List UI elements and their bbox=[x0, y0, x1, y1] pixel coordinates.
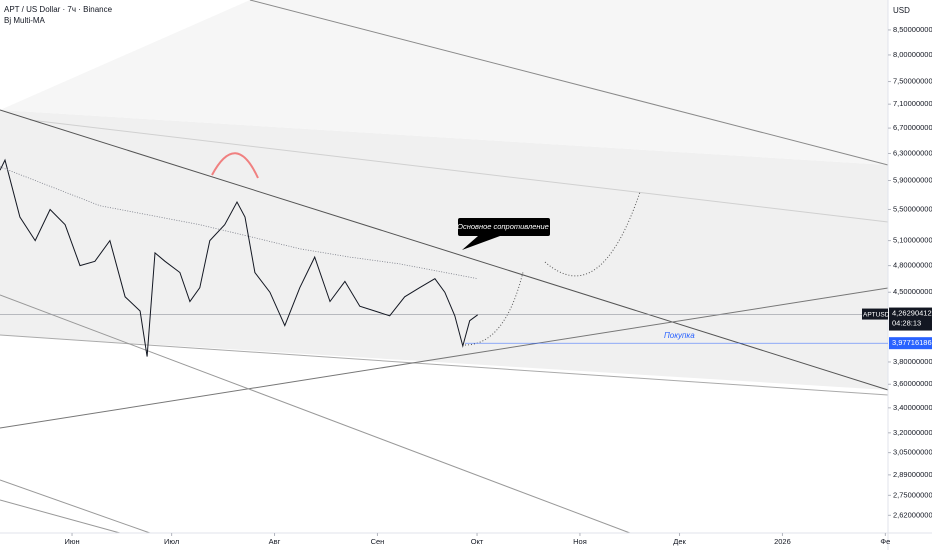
symbol-title: APT / US Dollar · 7ч · Binance bbox=[4, 5, 113, 14]
axis-unit: USD bbox=[893, 6, 910, 15]
trend-line bbox=[0, 499, 121, 534]
y-tick-label: 2,89000000 bbox=[893, 470, 932, 479]
countdown-label: 04:28:13 bbox=[892, 319, 921, 328]
trend-line bbox=[29, 119, 889, 223]
y-tick-label: 6,30000000 bbox=[893, 148, 932, 157]
y-tick-label: 3,40000000 bbox=[893, 403, 932, 412]
x-tick-label: Авг bbox=[269, 537, 281, 546]
y-tick-label: 8,50000000 bbox=[893, 25, 932, 34]
x-tick-label: Июл bbox=[164, 537, 179, 546]
x-tick-label: Июн bbox=[64, 537, 79, 546]
channel-shade bbox=[0, 0, 888, 165]
x-tick-label: Окт bbox=[471, 537, 484, 546]
y-tick-label: 3,05000000 bbox=[893, 448, 932, 457]
x-tick-label: Дек bbox=[673, 537, 686, 546]
y-tick-label: 2,62000000 bbox=[893, 510, 932, 519]
indicator-label: Bj Multi-MA bbox=[4, 16, 46, 25]
y-tick-label: 5,10000000 bbox=[893, 236, 932, 245]
arc-drawing bbox=[211, 152, 259, 179]
y-tick-label: 4,80000000 bbox=[893, 261, 932, 270]
price-tag bbox=[889, 307, 932, 331]
buy-level-label: 3,97716186 bbox=[892, 338, 932, 347]
trend-line bbox=[0, 287, 889, 429]
y-tick-label: 3,60000000 bbox=[893, 379, 932, 388]
y-tick-label: 8,00000000 bbox=[893, 50, 932, 59]
x-tick-label: Ноя bbox=[573, 537, 587, 546]
x-tick-label: Фе bbox=[880, 537, 890, 546]
callout bbox=[458, 218, 550, 250]
current-price-label: 4,26290412 bbox=[892, 309, 932, 318]
drawings bbox=[0, 0, 889, 534]
buy-annotation: Покупка bbox=[664, 331, 695, 340]
price-line bbox=[0, 158, 478, 357]
trend-line bbox=[0, 294, 631, 534]
trend-line bbox=[0, 479, 151, 534]
y-tick-label: 2,75000000 bbox=[893, 490, 932, 499]
projection bbox=[544, 191, 641, 277]
y-tick-label: 7,10000000 bbox=[893, 99, 932, 108]
y-tick-label: 3,20000000 bbox=[893, 428, 932, 437]
symbol-tag-label: APTUSD bbox=[863, 311, 890, 318]
buy-tag bbox=[889, 337, 932, 350]
y-tick-label: 7,50000000 bbox=[893, 77, 932, 86]
y-tick-label: 5,50000000 bbox=[893, 204, 932, 213]
y-tick-label: 5,90000000 bbox=[893, 176, 932, 185]
y-tick-label: 4,50000000 bbox=[893, 287, 932, 296]
symbol-tag bbox=[862, 308, 888, 320]
callout-text: Основное сопротивление bbox=[457, 222, 549, 231]
y-tick-label: 6,70000000 bbox=[893, 123, 932, 132]
x-tick-label: Сен bbox=[371, 537, 385, 546]
x-tick-label: 2026 bbox=[774, 537, 791, 546]
trend-line bbox=[249, 0, 889, 166]
y-tick-label: 3,80000000 bbox=[893, 357, 932, 366]
